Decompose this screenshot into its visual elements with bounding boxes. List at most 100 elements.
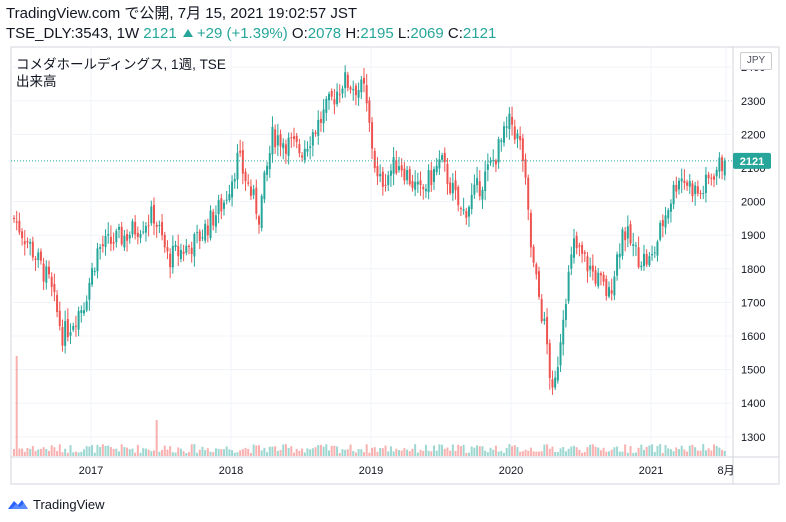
volume-bar (293, 452, 295, 456)
candle-body (424, 188, 427, 192)
candle-body (120, 226, 123, 245)
volume-bar (268, 446, 271, 456)
candle-body (37, 252, 40, 261)
volume-bar (610, 449, 613, 456)
volume-bar (123, 447, 126, 456)
volume-bar (554, 452, 557, 456)
volume-bar (629, 446, 632, 456)
volume-bar (540, 451, 543, 456)
candle-body (338, 94, 341, 96)
candle-body (575, 235, 578, 249)
volume-bar (365, 444, 368, 456)
volume-bar (381, 448, 384, 456)
volume-bar (597, 447, 600, 456)
candle-body (104, 235, 107, 247)
volume-bar (171, 452, 174, 456)
candle-body (118, 227, 120, 230)
volume-bar (112, 449, 115, 456)
candle-body (468, 207, 470, 217)
candle-body (282, 143, 285, 149)
candle-body (185, 245, 188, 253)
volume-bar (179, 448, 182, 456)
volume-bar (532, 451, 535, 456)
volume-bar (637, 447, 640, 456)
volume-bar (645, 446, 648, 456)
volume-bar (688, 445, 691, 456)
volume-bar (441, 444, 444, 456)
volume-bar (465, 452, 468, 456)
candle-body (153, 204, 155, 224)
volume-bar (193, 444, 196, 456)
candle-body (384, 184, 387, 186)
candle-body (26, 241, 29, 243)
volume-bar (231, 450, 234, 456)
volume-bar (120, 444, 123, 456)
volume-bar (352, 451, 355, 456)
volume-bar (715, 445, 718, 456)
candle-body (473, 184, 476, 195)
volume-bar (314, 447, 317, 456)
candle-body (661, 219, 664, 227)
candle-body (357, 90, 360, 98)
volume-bar (260, 450, 263, 456)
time-tick-label: 2017 (79, 465, 103, 477)
volume-bar (435, 450, 438, 456)
volume-bar (163, 445, 166, 456)
volume-bar (478, 446, 481, 456)
volume-bar (346, 449, 349, 456)
volume-bar (39, 448, 42, 456)
candle-body (206, 225, 209, 236)
price-tick-label: 1800 (741, 264, 765, 276)
candle-body (182, 251, 185, 254)
volume-bar (354, 452, 357, 456)
tradingview-logo-icon (8, 500, 28, 509)
candle-body (451, 183, 454, 194)
candle-body (346, 74, 349, 88)
candle-body (564, 304, 567, 320)
candle-body (535, 264, 538, 275)
chart-header: TradingView.com で公開, 7月 15, 2021 19:02:5… (6, 5, 496, 43)
volume-bar (618, 451, 621, 456)
candle-body (42, 263, 45, 282)
candle-body (637, 247, 640, 268)
volume-bar (182, 451, 185, 456)
volume-bar (142, 448, 145, 456)
volume-bar (578, 449, 581, 456)
open-label: O: (291, 25, 308, 42)
candle-body (433, 169, 435, 183)
volume-bar (58, 444, 61, 456)
chart-frame (10, 46, 780, 485)
candle-body (395, 160, 398, 174)
candle-body (330, 91, 333, 97)
candle-body (126, 234, 129, 241)
currency-button[interactable]: JPY (740, 52, 772, 70)
volume-bar (505, 447, 508, 456)
volume-bar (710, 450, 713, 456)
volume-bar (328, 450, 330, 456)
candle-body (287, 137, 290, 156)
volume-bar (29, 448, 32, 456)
price-tick-label: 1700 (741, 297, 765, 309)
candle-body (85, 301, 88, 311)
volume-bar (306, 448, 309, 456)
candle-body (648, 256, 651, 266)
volume-bar (341, 449, 344, 456)
candle-body (279, 134, 282, 147)
candle-body (686, 182, 689, 186)
candle-body (704, 174, 707, 194)
candle-body (629, 224, 632, 244)
volume-bar (546, 444, 549, 456)
candle-body (258, 216, 260, 225)
candle-body (333, 99, 336, 105)
volume-bar (158, 451, 161, 456)
candle-body (694, 185, 697, 195)
candle-body (578, 245, 581, 247)
candle-body (31, 241, 34, 258)
candle-body (643, 253, 645, 267)
volume-bar (271, 446, 274, 456)
candle-body (492, 159, 495, 161)
candle-body (710, 177, 713, 179)
candle-body (301, 155, 304, 158)
up-arrow-icon (182, 29, 193, 38)
